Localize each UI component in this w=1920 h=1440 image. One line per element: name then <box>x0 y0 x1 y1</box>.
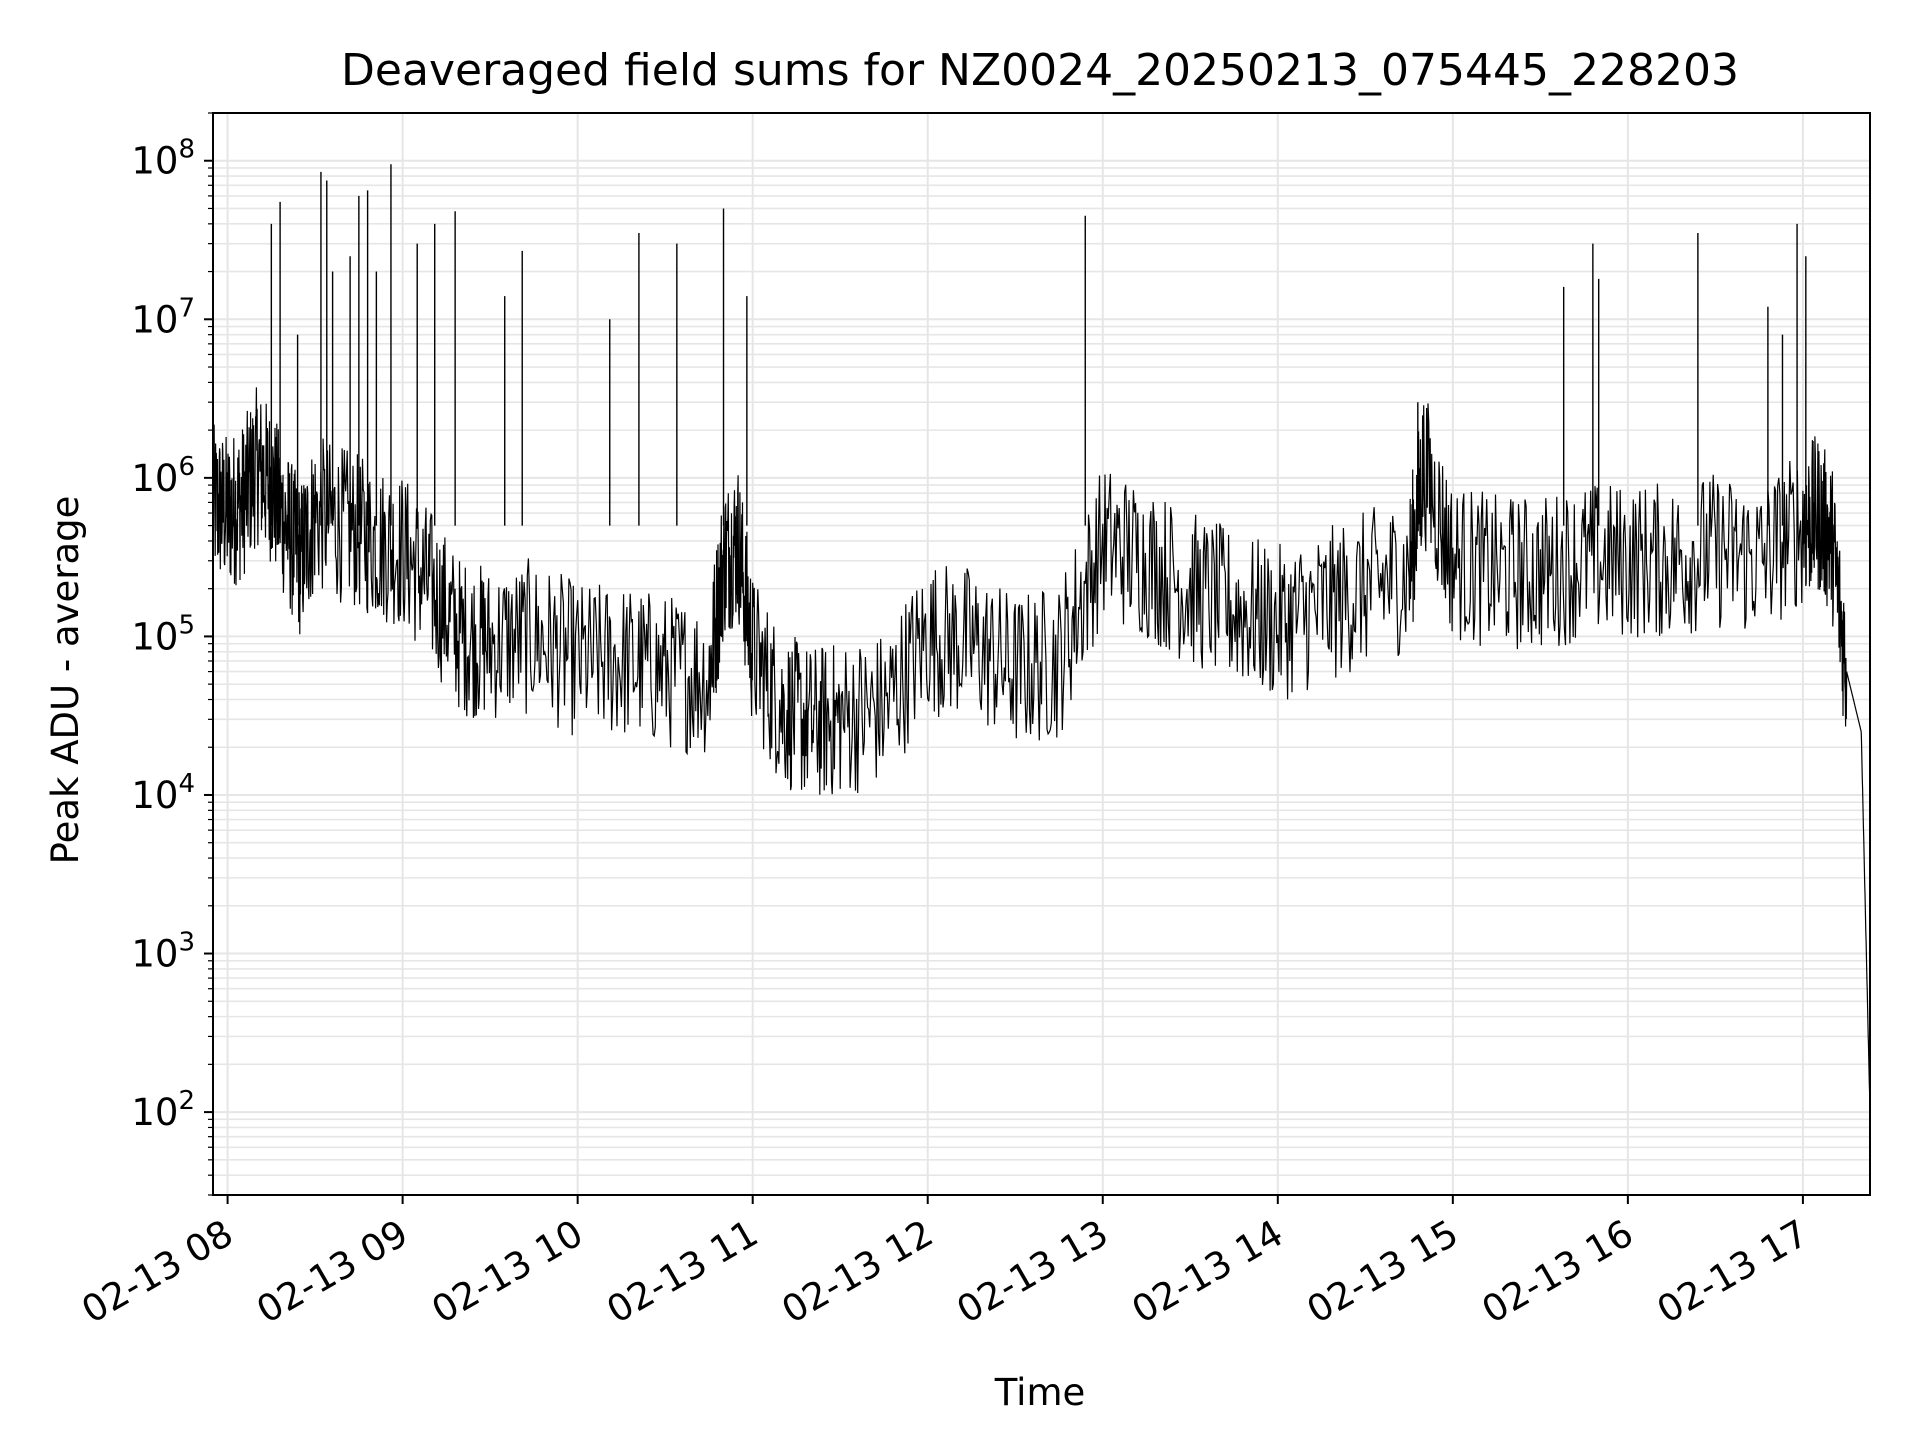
series-layer <box>212 164 1871 1113</box>
y-tick-label: 105 <box>131 610 195 658</box>
y-tick-label: 103 <box>131 928 195 976</box>
y-tick-label: 104 <box>131 769 195 817</box>
x-axis-label: Time <box>994 1371 1086 1414</box>
y-tick-label: 106 <box>131 452 195 500</box>
y-tick-label: 108 <box>131 135 195 183</box>
y-tick-label: 107 <box>131 293 195 341</box>
chart-title: Deaveraged field sums for NZ0024_2025021… <box>341 45 1739 96</box>
series-line-0 <box>212 387 1871 1113</box>
y-axis-label: Peak ADU - average <box>44 496 87 865</box>
plot-frame <box>212 112 1871 1196</box>
y-tick-label: 102 <box>131 1086 195 1134</box>
